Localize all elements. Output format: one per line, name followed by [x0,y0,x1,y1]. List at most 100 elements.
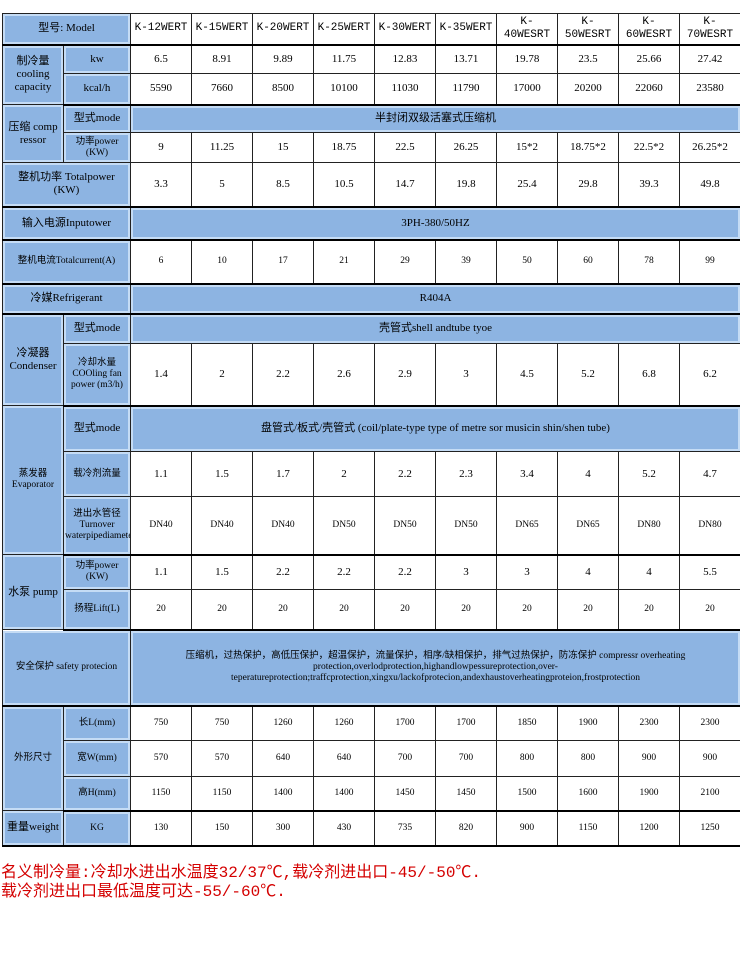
value-cell: 900 [679,740,740,777]
value-cell: K-15WERT [191,13,253,46]
value-cell: 900 [496,810,558,847]
value-cell: K-50WESRT [557,13,619,46]
value-cell: 20 [130,589,192,631]
value-cell: K-30WERT [374,13,436,46]
value-cell: 2.6 [313,343,375,407]
value-cell: K-40WESRT [496,13,558,46]
value-cell: DN50 [435,496,497,556]
width-label: 宽W(mm) [63,740,131,777]
value-cell: 26.25 [435,132,497,163]
value-cell: 4.7 [679,451,740,497]
compressor-power-row: 功率power (KW) 9 11.25 15 18.75 22.5 26.25 15*2 18… [3,132,740,163]
value-cell: 6 [130,239,192,285]
value-cell: 23.5 [557,44,619,74]
value-cell: 13.71 [435,44,497,74]
value-cell: DN65 [557,496,619,556]
value-cell: K-25WERT [313,13,375,46]
value-cell: DN80 [618,496,680,556]
value-cell: 50 [496,239,558,285]
value-cell: 18.75*2 [557,132,619,163]
value-cell: 4 [557,451,619,497]
evaporator-flow-label: 载冷剂流量 [63,451,131,497]
value-cell: 39.3 [618,162,680,208]
value-cell: 1850 [496,705,558,741]
value-cell: 20 [313,589,375,631]
cooling-group-label: 制冷量 cooling capacity [2,44,64,105]
value-cell: 640 [313,740,375,777]
header-row: 型号: Model K-12WERT K-15WERT K-20WERT K-25WER… [2,13,740,46]
value-cell: 1.1 [130,554,192,590]
value-cell: 78 [618,239,680,285]
value-cell: 21 [313,239,375,285]
value-cell: 3 [435,554,497,590]
value-cell: 8.5 [252,162,314,208]
value-cell: 1450 [374,776,436,812]
value-cell: 1150 [191,776,253,812]
value-cell: 20 [252,589,314,631]
value-cell: 2.9 [374,343,436,407]
value-cell: 640 [252,740,314,777]
evaporator-mode-label: 型式mode [63,405,131,452]
compressor-power-label: 功率power (KW) [63,132,131,163]
value-cell: 3 [435,343,497,407]
value-cell: 6.2 [679,343,740,407]
value-cell: 570 [130,740,192,777]
value-cell: DN40 [191,496,253,556]
evaporator-mode-row: 蒸发器 Evaporator 型式mode 盘管式/板式/壳管式 (coil/pla… [2,405,740,555]
compressor-mode-value: 半封闭双级活塞式压缩机 [130,104,740,133]
value-cell: 19.78 [496,44,558,74]
value-cell: 1400 [313,776,375,812]
value-cell: 150 [191,810,253,847]
value-cell: 20 [435,589,497,631]
value-cell: 1260 [252,705,314,741]
value-cell: 20 [618,589,680,631]
value-cell: 700 [374,740,436,777]
value-cell: 735 [374,810,436,847]
value-cell: 10100 [313,73,375,106]
value-cell: 800 [496,740,558,777]
height-label: 高H(mm) [63,776,131,812]
value-cell: 2 [191,343,253,407]
value-cell: 5.2 [618,451,680,497]
value-cell: 2.2 [313,554,375,590]
value-cell: 29 [374,239,436,285]
value-cell: 25.66 [618,44,680,74]
value-cell: 1450 [435,776,497,812]
total-current-row: 整机电流Totalcurrent(A) 6 10 17 21 29 39 50 60 78 99 [2,239,740,285]
value-cell: 17 [252,239,314,285]
kw-label: kw [63,44,131,74]
value-cell: 22060 [618,73,680,106]
condenser-mode-row: 冷凝器 Condenser 型式mode 壳管式shell andtube tyoe [2,313,740,406]
value-cell: 700 [435,740,497,777]
value-cell: 2.2 [252,554,314,590]
value-cell: 1700 [374,705,436,741]
weight-row: 重量weight KG 130 150 300 430 735 820 900 1150 1200 1… [2,810,740,847]
value-cell: DN50 [313,496,375,556]
total-current-label: 整机电流Totalcurrent(A) [2,239,131,285]
value-cell: DN40 [130,496,192,556]
value-cell: 2 [313,451,375,497]
value-cell: 2.2 [252,343,314,407]
cooling-kw-row: 制冷量 cooling capacity kw 6.5 8.91 9.89 11.75 12… [2,44,740,105]
condenser-water-row: 冷却水量 COOling fan power (m3/h) 1.4 2 2.2 2.6 2… [3,343,740,407]
value-cell: K-20WERT [252,13,314,46]
value-cell: 19.8 [435,162,497,208]
value-cell: 2.3 [435,451,497,497]
value-cell: 1150 [557,810,619,847]
safety-row: 安全保护 safety protecion 压缩机，过热保护，高低压保护，超温保护… [2,629,740,707]
condenser-mode-value: 壳管式shell andtube tyoe [130,313,740,344]
value-cell: 49.8 [679,162,740,208]
total-power-row: 整机功率 Totalpower (KW) 3.3 5 8.5 10.5 14.7 19.8 2… [2,162,740,208]
length-label: 长L(mm) [63,705,131,741]
value-cell: 130 [130,810,192,847]
value-cell: 25.4 [496,162,558,208]
value-cell: 3 [496,554,558,590]
footnote-line-2: 载冷剂进出口最低温度可达-55/-60℃. [1,883,286,901]
value-cell: 20 [557,589,619,631]
condenser-mode-label: 型式mode [63,313,131,344]
value-cell: 20 [374,589,436,631]
value-cell: 570 [191,740,253,777]
value-cell: 5.2 [557,343,619,407]
value-cell: DN40 [252,496,314,556]
input-power-label: 输入电源Inputower [2,206,131,241]
